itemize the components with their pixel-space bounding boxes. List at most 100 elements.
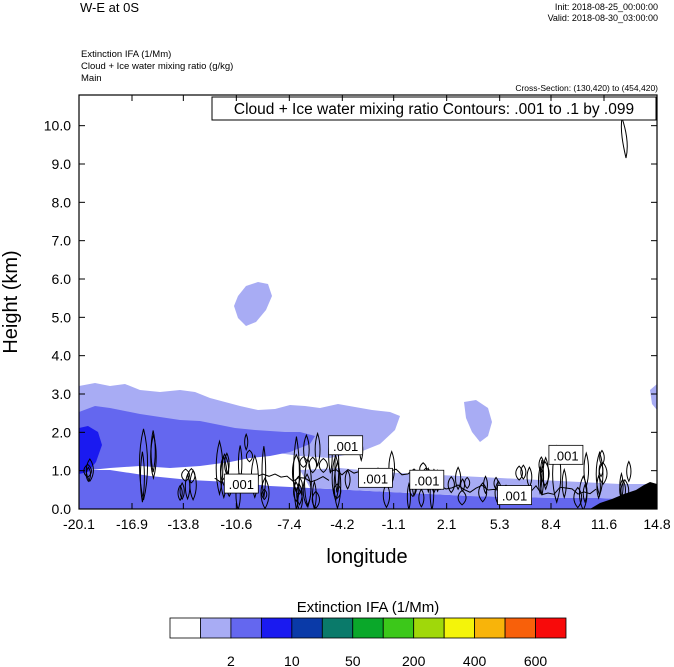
contour-line — [244, 433, 249, 452]
contour-line — [261, 446, 267, 498]
colorbar-swatch — [382, 617, 415, 639]
y-tick-label: 9.0 — [52, 156, 72, 172]
contour-label-box — [223, 473, 259, 494]
colorbar-label: 600 — [524, 653, 548, 667]
x-tick-label: -16.9 — [116, 516, 148, 532]
contour-line — [261, 488, 268, 501]
extinction-dark-left — [79, 426, 102, 474]
field-label-extinction: Extinction IFA (1/Mm) — [81, 49, 172, 60]
y-tick-label: 7.0 — [52, 233, 72, 249]
x-tick-label: 2.1 — [437, 516, 457, 532]
contour-info-box — [211, 96, 657, 121]
contour-line — [311, 490, 321, 509]
contour-info-text: Cloud + Ice water mixing ratio Contours:… — [234, 101, 634, 118]
extinction-cell-upper — [234, 282, 272, 326]
contour-line — [382, 482, 391, 509]
x-tick-label: 11.6 — [591, 516, 617, 532]
contour-line — [308, 456, 318, 474]
cross-section-label: Cross-Section: (130,420) to (454,420) — [515, 83, 658, 93]
contour-line — [583, 451, 590, 488]
contour-line — [538, 465, 543, 496]
contour-line — [293, 436, 300, 509]
contour-line — [582, 483, 588, 504]
colorbar-label: 50 — [345, 653, 361, 667]
colorbar-label: 400 — [463, 653, 487, 667]
contour-label-box — [328, 435, 364, 456]
colorbar-title: Extinction IFA (1/Mm) — [297, 599, 440, 616]
x-tick-label: -10.6 — [220, 516, 252, 532]
contour-line — [181, 468, 190, 482]
contour-line — [245, 449, 254, 463]
contour-line — [620, 478, 630, 503]
contour-line — [302, 473, 312, 508]
x-tick-label: -1.1 — [382, 516, 406, 532]
contour-line — [179, 481, 185, 501]
extinction-cell-mid — [464, 400, 492, 442]
contour-line — [520, 464, 527, 480]
colorbar-swatch — [413, 617, 445, 639]
contour-line — [334, 441, 340, 493]
y-tick-label: 2.0 — [52, 424, 72, 440]
colorbar-swatch — [200, 617, 232, 639]
contour-label: .001 — [333, 439, 358, 454]
x-axis-label: longitude — [326, 546, 407, 568]
y-tick-label: 5.0 — [52, 309, 72, 325]
field-label-main: Main — [81, 73, 102, 84]
y-axis: 0.0 1.0 2.0 3.0 4.0 5.0 6.0 7.0 8.0 9.0 10.0 — [44, 118, 657, 517]
x-tick-label: 14.8 — [643, 516, 670, 532]
contour-line — [344, 469, 351, 490]
contour-line — [304, 456, 312, 509]
colorbar-swatch — [504, 617, 536, 639]
contour-line — [464, 476, 471, 489]
valid-time: Valid: 2018-08-30_03:00:00 — [547, 13, 658, 23]
contour-line — [561, 467, 567, 500]
contour-line — [250, 454, 259, 499]
init-time: Init: 2018-08-25_00:00:00 — [554, 2, 658, 12]
contour-line — [299, 456, 308, 468]
contour-label-box — [409, 469, 445, 490]
colorbar-label: 2 — [227, 653, 235, 667]
contour-label-box — [358, 467, 393, 488]
contour-line — [619, 478, 626, 502]
x-tick-label: -7.4 — [277, 516, 301, 532]
y-tick-label: 1.0 — [52, 463, 72, 479]
contour-label: .001 — [414, 473, 439, 488]
contour-line — [578, 475, 588, 509]
x-tick-label: 8.4 — [541, 516, 561, 532]
contour-line — [619, 471, 624, 501]
y-tick-label: 10.0 — [44, 118, 71, 134]
contour-label-layer: .001 .001 .001 .001 .001 .001 — [223, 435, 584, 505]
contour-line — [296, 488, 303, 509]
chart-title: W-E at 0S — [80, 0, 140, 15]
cloud-mixing-contours — [83, 117, 632, 509]
field-label-mixing-ratio: Cloud + Ice water mixing ratio (g/kg) — [81, 61, 234, 72]
y-tick-label: 8.0 — [52, 194, 72, 210]
colorbar-swatch — [291, 617, 323, 639]
x-axis: -20.1 -16.9 -13.8 -10.6 -7.4 -4.2 -1.1 2.1 5.3 8.… — [63, 95, 671, 532]
colorbar-swatch — [352, 617, 384, 639]
contour-line — [220, 455, 228, 500]
plot-frame — [78, 94, 658, 510]
contour-line — [139, 451, 145, 503]
colorbar-swatch — [535, 617, 567, 639]
contour-line — [596, 474, 601, 500]
colorbar-swatch — [474, 617, 506, 639]
contour-line — [493, 476, 499, 491]
y-axis-label: Height (km) — [0, 250, 22, 353]
contour-line — [85, 458, 94, 483]
colorbar-swatch — [321, 617, 354, 639]
colorbar-swatch — [169, 617, 201, 639]
contour-line — [595, 450, 604, 498]
contour-line — [515, 465, 524, 481]
contour-line — [215, 439, 224, 497]
colorbar-label: 10 — [284, 653, 300, 667]
contour-line — [139, 428, 149, 501]
extinction-band-medium — [79, 406, 315, 470]
contour-line — [620, 117, 628, 159]
contour-line — [150, 433, 157, 480]
y-tick-label: 0.0 — [52, 501, 72, 517]
x-tick-label: 5.3 — [490, 516, 510, 532]
contour-line — [598, 461, 608, 485]
contour-line — [406, 481, 411, 509]
